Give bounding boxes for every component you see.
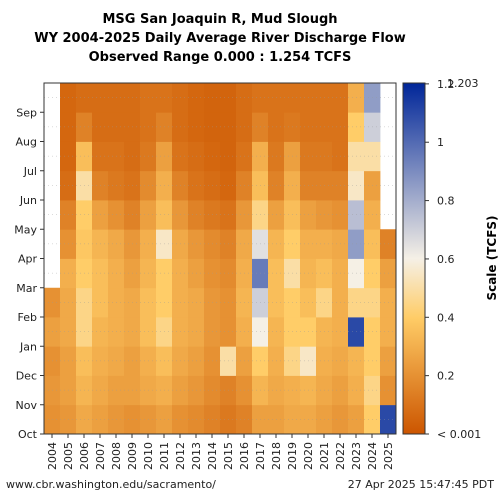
footer-timestamp: 27 Apr 2025 15:47:45 PDT bbox=[347, 478, 494, 491]
x-tick-label: 2012 bbox=[174, 442, 187, 470]
y-tick-label: Aug bbox=[16, 136, 37, 149]
y-tick-label: Sep bbox=[16, 106, 37, 119]
colorbar-tick-label: 1 bbox=[437, 136, 444, 149]
y-tick-label: Jan bbox=[19, 340, 37, 353]
y-tick-label: Mar bbox=[16, 282, 37, 295]
x-tick-label: 2024 bbox=[366, 442, 379, 470]
x-tick-label: 2017 bbox=[254, 442, 267, 470]
x-tick-label: 2020 bbox=[302, 442, 315, 470]
x-tick-label: 2018 bbox=[270, 442, 283, 470]
x-tick-label: 2023 bbox=[350, 442, 363, 470]
y-tick-label: Feb bbox=[18, 311, 37, 324]
x-tick-label: 2004 bbox=[46, 442, 59, 470]
colorbar-tick-label: 0.2 bbox=[437, 370, 455, 383]
x-tick-label: 2025 bbox=[382, 442, 395, 470]
colorbar-tick-label: 1.2 bbox=[437, 78, 455, 91]
x-tick-label: 2010 bbox=[142, 442, 155, 470]
x-tick-label: 2022 bbox=[334, 442, 347, 470]
colorbar bbox=[402, 82, 426, 435]
x-tick-label: 2015 bbox=[222, 442, 235, 470]
y-tick-label: Oct bbox=[18, 428, 38, 441]
colorbar-tick-label: 0.4 bbox=[437, 311, 455, 324]
x-tick-label: 2013 bbox=[190, 442, 203, 470]
x-tick-label: 2021 bbox=[318, 442, 331, 470]
y-tick-label: Nov bbox=[16, 399, 38, 412]
footer-url[interactable]: www.cbr.washington.edu/sacramento/ bbox=[6, 478, 216, 491]
chart-title: MSG San Joaquin R, Mud Slough WY 2004-20… bbox=[0, 10, 440, 67]
colorbar-max-label: 1.203 bbox=[447, 77, 479, 90]
colorbar-tick-label: < 0.001 bbox=[437, 428, 481, 441]
y-tick-label: Jun bbox=[19, 194, 37, 207]
x-tick-label: 2019 bbox=[286, 442, 299, 470]
y-tick-label: Dec bbox=[16, 370, 37, 383]
x-tick-label: 2014 bbox=[206, 442, 219, 470]
chart-title-line-2: WY 2004-2025 Daily Average River Dischar… bbox=[34, 31, 406, 46]
x-tick-label: 2009 bbox=[126, 442, 139, 470]
y-tick-label: May bbox=[14, 223, 37, 236]
x-tick-label: 2006 bbox=[78, 442, 91, 470]
y-tick-label: Jul bbox=[23, 165, 37, 178]
x-tick-label: 2011 bbox=[158, 442, 171, 470]
x-tick-label: 2008 bbox=[110, 442, 123, 470]
colorbar-label: Scale (TCFS) bbox=[485, 215, 499, 300]
chart-title-line-1: MSG San Joaquin R, Mud Slough bbox=[102, 12, 338, 27]
y-tick-label: Apr bbox=[18, 253, 38, 266]
x-tick-label: 2007 bbox=[94, 442, 107, 470]
colorbar-tick-label: 0.6 bbox=[437, 253, 455, 266]
chart-title-line-3: Observed Range 0.000 : 1.254 TCFS bbox=[88, 50, 352, 65]
x-tick-label: 2016 bbox=[238, 442, 251, 470]
colorbar-tick-label: 0.8 bbox=[437, 195, 455, 208]
x-tick-label: 2005 bbox=[62, 442, 75, 470]
